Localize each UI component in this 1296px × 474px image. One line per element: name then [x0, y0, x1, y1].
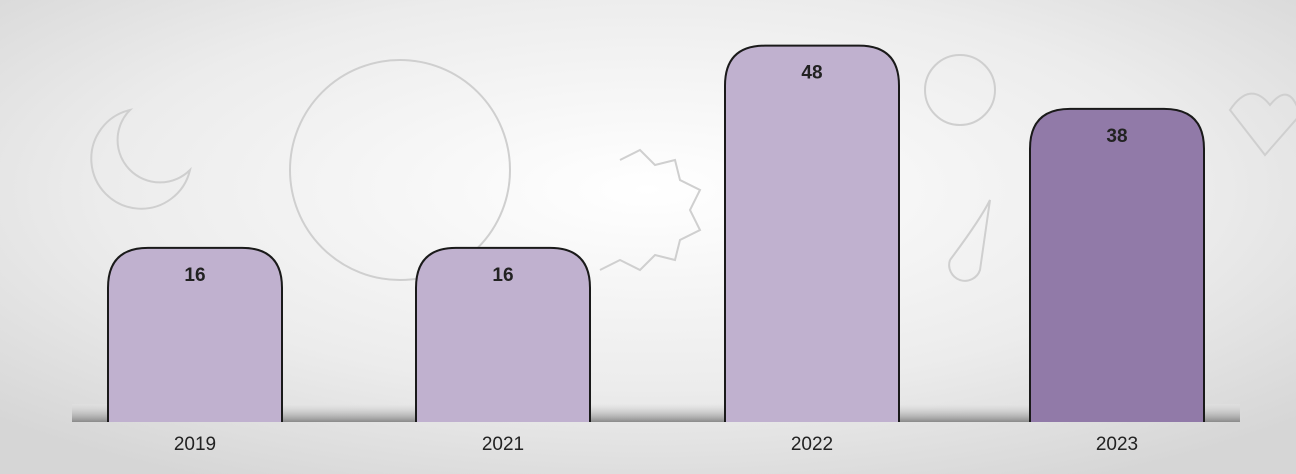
bar	[724, 44, 900, 422]
x-tick-label: 2021	[482, 434, 524, 455]
floor	[72, 404, 1240, 422]
value-label: 16	[184, 265, 205, 286]
doodles	[90, 54, 1296, 282]
bar	[107, 246, 283, 422]
x-tick-label: 2022	[791, 434, 833, 455]
bar	[415, 246, 591, 422]
value-label: 48	[801, 63, 822, 84]
value-label: 16	[492, 265, 513, 286]
x-tick-label: 2023	[1096, 434, 1138, 455]
value-label: 38	[1106, 126, 1127, 147]
x-tick-label: 2019	[174, 434, 216, 455]
bar	[1029, 107, 1205, 422]
